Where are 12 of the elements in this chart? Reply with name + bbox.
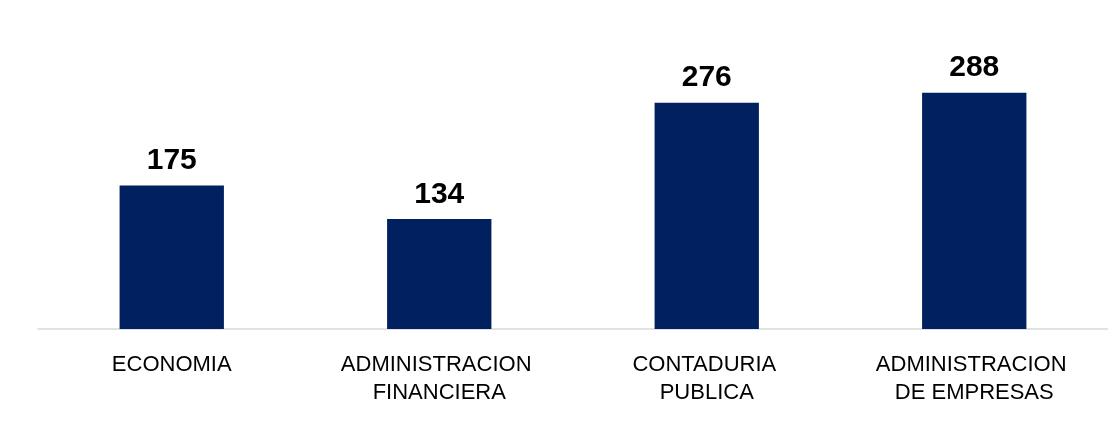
- data-label: 276: [681, 59, 732, 93]
- bar: [922, 92, 1027, 329]
- x-tick-label: ADMINISTRACION FINANCIERA: [340, 350, 538, 404]
- data-label: 134: [414, 175, 465, 209]
- x-tick-label: CONTADURIA PUBLICA: [632, 350, 782, 404]
- bar: [387, 219, 492, 329]
- data-label: 288: [949, 49, 1000, 83]
- bar: [654, 102, 759, 329]
- x-tick-label: ADMINISTRACION DE EMPRESAS: [875, 350, 1073, 404]
- bar: [119, 185, 224, 329]
- data-label: 175: [146, 142, 197, 175]
- x-tick-label: ECONOMIA: [111, 350, 232, 376]
